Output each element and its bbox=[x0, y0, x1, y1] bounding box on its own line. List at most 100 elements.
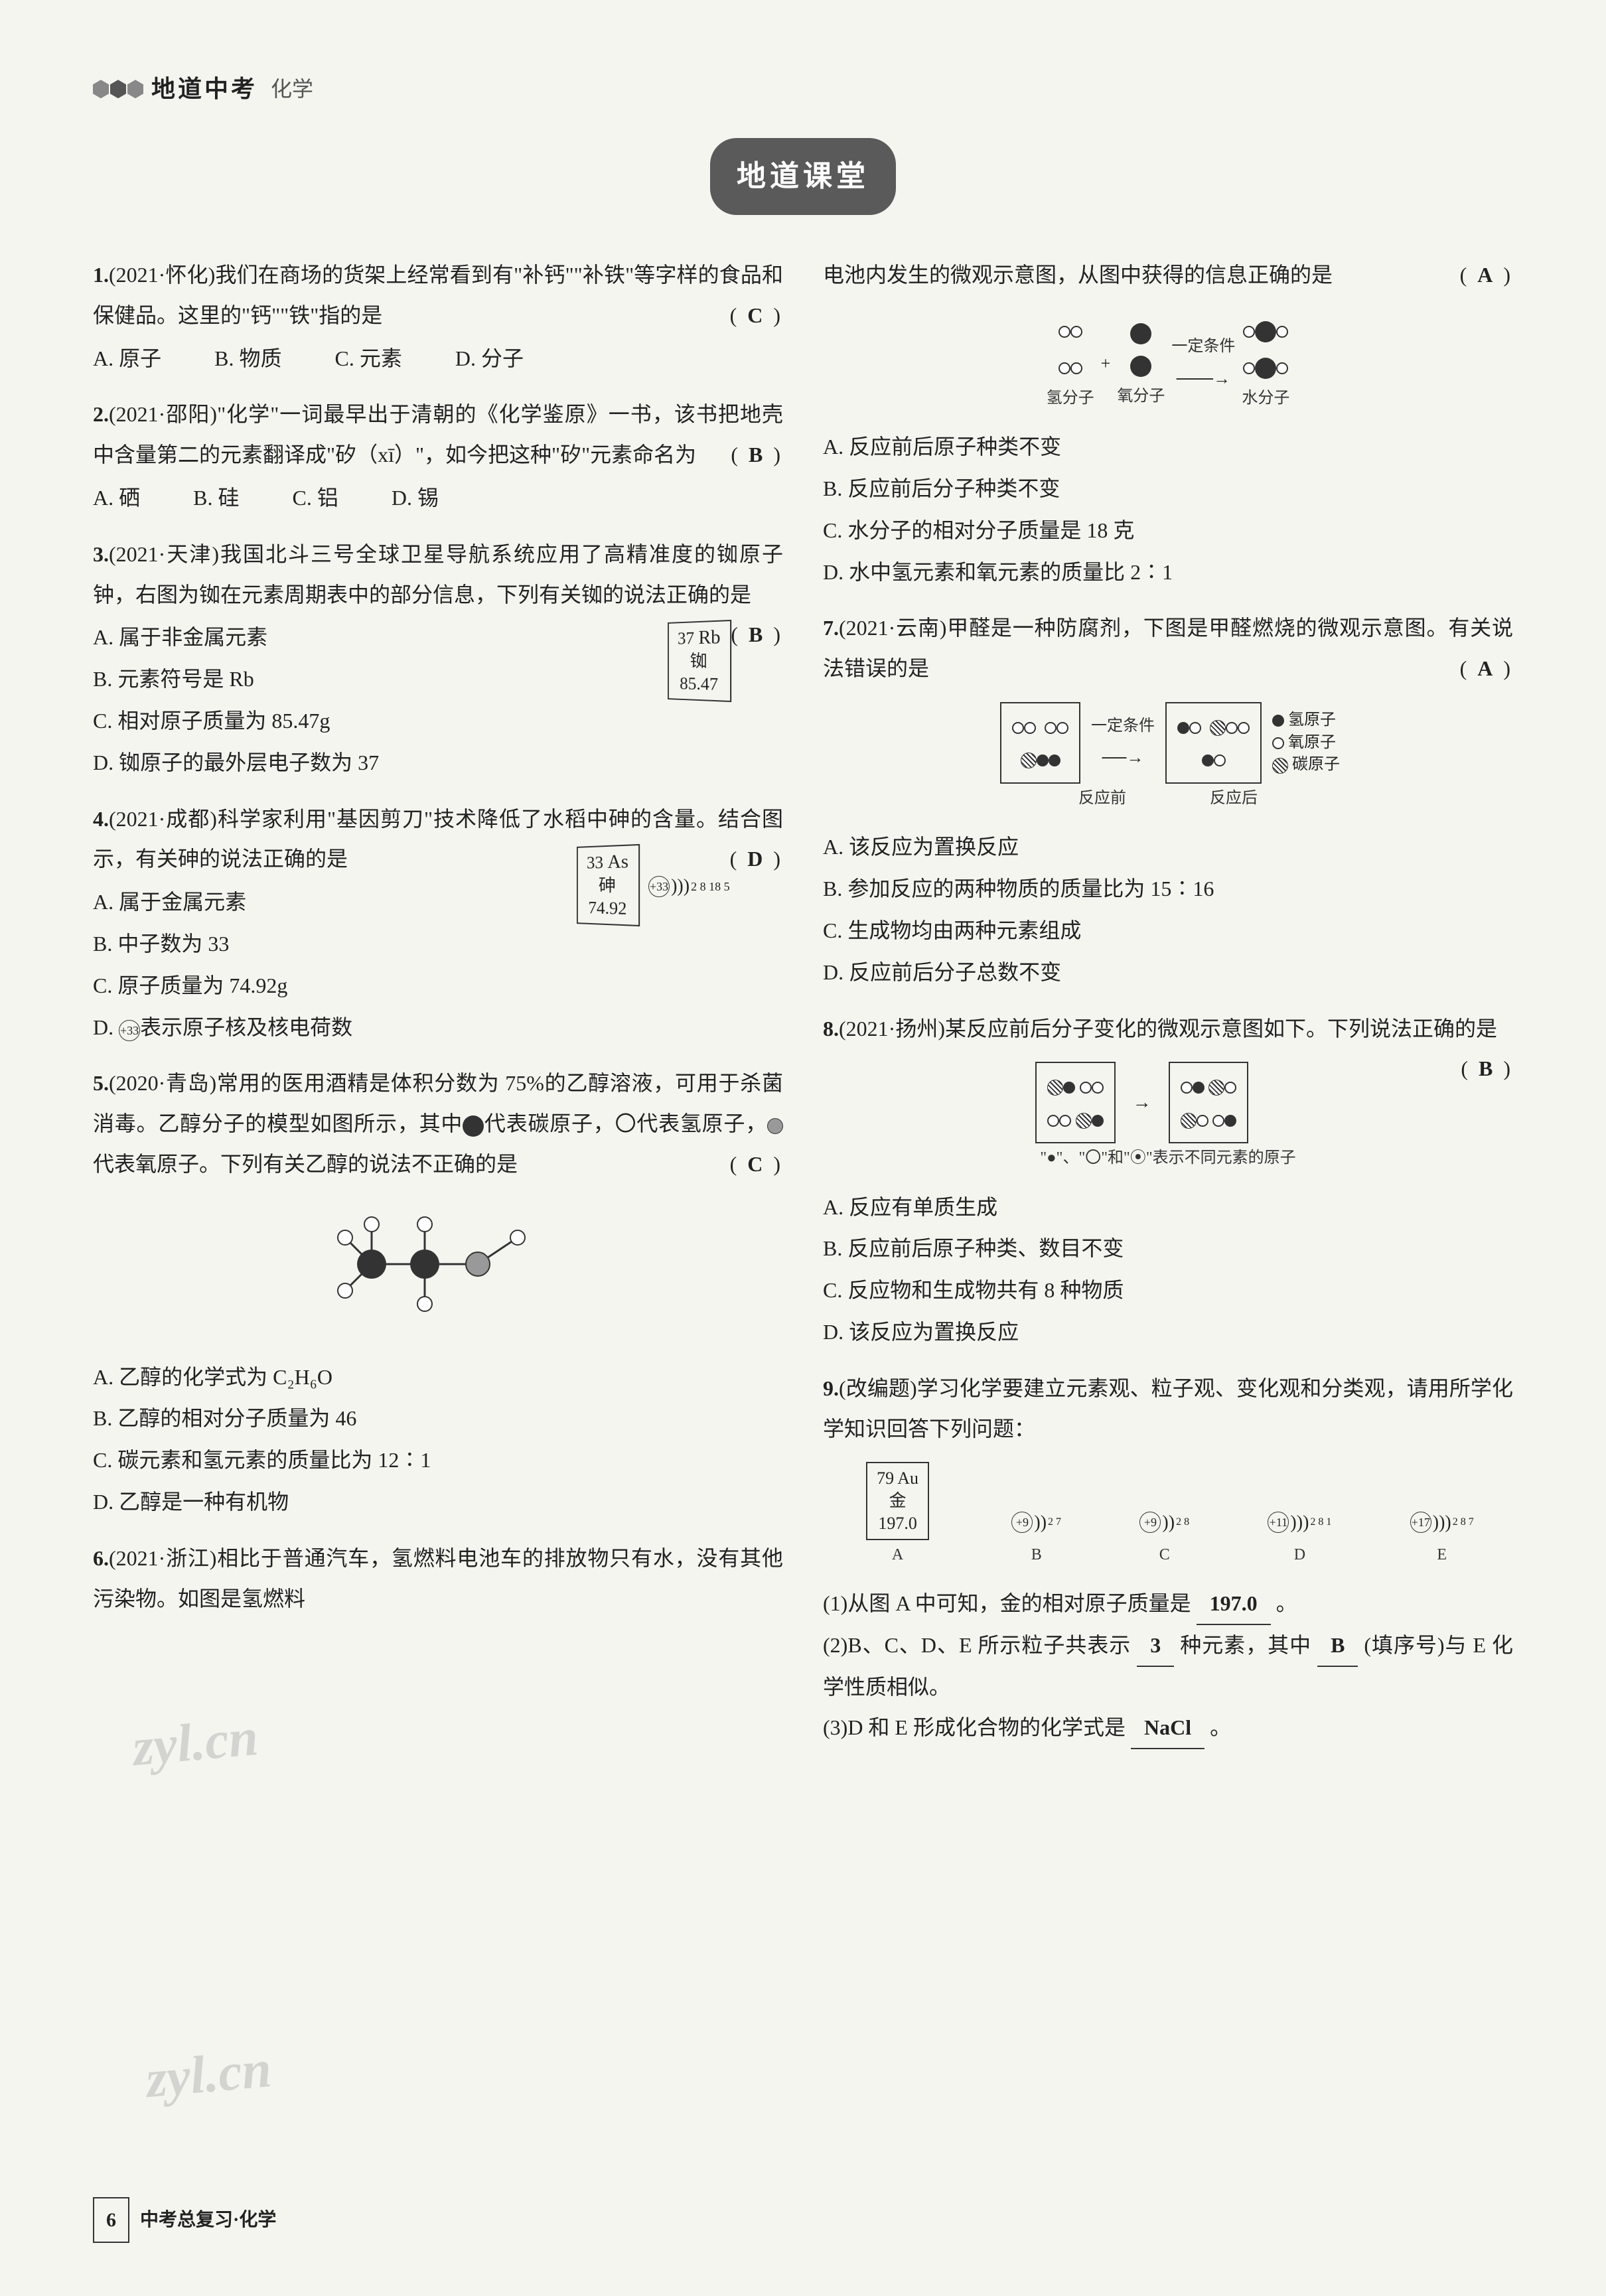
q9-B-core: +9 bbox=[1011, 1512, 1033, 1533]
q1-answer-slot: ( C ) bbox=[730, 295, 783, 336]
header-brand: 地道中考 化学 bbox=[93, 66, 1513, 111]
q8-caption: "●"、"〇"和"⦿"表示不同元素的原子 bbox=[823, 1143, 1513, 1174]
question-6-cont: 电池内发生的微观示意图，从图中获得的信息正确的是 ( A ) 氢分子 + 氧分子 bbox=[823, 255, 1513, 592]
question-8: 8.(2021·扬州)某反应前后分子变化的微观示意图如下。下列说法正确的是 ( … bbox=[823, 1009, 1513, 1352]
q9-label-d: D bbox=[1268, 1540, 1331, 1571]
q2-opt-d: D. 锡 bbox=[392, 478, 439, 518]
q5-opt-c: C. 碳元素和氢元素的质量比为 12∶1 bbox=[93, 1440, 783, 1480]
q9-B-shells: 2 7 bbox=[1048, 1512, 1061, 1532]
q7-after: 反应后 bbox=[1210, 790, 1258, 807]
question-7: 7.(2021·云南)甲醛是一种防腐剂，下图是甲醛燃烧的微观示意图。有关说法错误… bbox=[823, 608, 1513, 992]
q4-opt-c: C. 原子质量为 74.92g bbox=[93, 966, 783, 1006]
q9-E-core: +17 bbox=[1410, 1512, 1431, 1533]
q1-opt-c: C. 元素 bbox=[334, 338, 402, 379]
q7-opt-b: B. 参加反应的两种物质的质量比为 15∶16 bbox=[823, 869, 1513, 909]
watermark-1: zyl.cn bbox=[129, 1687, 262, 1798]
q7-diagram: 一定条件 ──→ 氢原子 氧原子 碳原子 反应前 bbox=[823, 702, 1513, 814]
q4-elem-z: 33 bbox=[587, 853, 603, 873]
section-title: 地道课堂 bbox=[93, 138, 1513, 215]
q5-opt-d: D. 乙醇是一种有机物 bbox=[93, 1482, 783, 1522]
q4-opt-d-core: +33 bbox=[119, 1020, 140, 1041]
q6-opt-d: D. 水中氢元素和氧元素的质量比 2∶1 bbox=[823, 552, 1513, 593]
footer-text: 中考总复习·化学 bbox=[140, 2202, 276, 2238]
q3-num: 3. bbox=[93, 542, 109, 566]
q9-p2-ans2: B bbox=[1317, 1625, 1358, 1667]
q6-diagram: 氢分子 + 氧分子 一定条件 ───→ 水分子 bbox=[823, 309, 1513, 413]
q4-opt-b: B. 中子数为 33 bbox=[93, 924, 783, 964]
q3-elem-name: 铷 bbox=[678, 650, 721, 674]
q7-num: 7. bbox=[823, 616, 839, 640]
q5-molecule-diagram bbox=[93, 1198, 783, 1344]
q3-opt-c: C. 相对原子质量为 85.47g bbox=[93, 701, 783, 741]
hex-icon bbox=[93, 80, 143, 98]
q3-elem-z: 37 bbox=[678, 629, 694, 648]
footer: 6 中考总复习·化学 bbox=[93, 2197, 276, 2243]
q7-opt-a: A. 该反应为置换反应 bbox=[823, 827, 1513, 867]
q9-part1: (1)从图 A 中可知，金的相对原子质量是 197.0 。 bbox=[823, 1583, 1513, 1625]
watermark-2: zyl.cn bbox=[142, 2019, 275, 2130]
q9-elemA-z: 79 bbox=[877, 1469, 894, 1488]
q7-leg-h: 氢原子 bbox=[1288, 711, 1336, 729]
q2-options: A. 硒 B. 硅 C. 铝 D. 锡 bbox=[93, 478, 783, 518]
q9-src: (改编题) bbox=[839, 1376, 917, 1400]
q9-label-c: C bbox=[1139, 1540, 1189, 1571]
q7-options: A. 该反应为置换反应 B. 参加反应的两种物质的质量比为 15∶16 C. 生… bbox=[823, 827, 1513, 992]
page-number: 6 bbox=[93, 2197, 129, 2243]
q1-src: (2021·怀化) bbox=[109, 263, 215, 287]
title-pill: 地道课堂 bbox=[710, 138, 896, 215]
q9-p1-suffix: 。 bbox=[1276, 1591, 1297, 1615]
q8-text: 某反应前后分子变化的微观示意图如下。下列说法正确的是 bbox=[945, 1017, 1497, 1040]
q5-opt-a: A. 乙醇的化学式为 C₂H₆O bbox=[93, 1357, 783, 1398]
q7-answer: A bbox=[1477, 656, 1495, 680]
q6-answer-slot: ( A ) bbox=[1460, 255, 1513, 295]
q9-diagram: 79 Au 金 197.0 A +9))2 7 B +9))2 8 C bbox=[823, 1462, 1513, 1570]
q2-src: (2021·邵阳) bbox=[109, 402, 217, 426]
q5-text2: 代表碳原子，〇代表氢原子， bbox=[484, 1112, 767, 1135]
q8-diagram: → "●"、"〇"和"⦿"表示不同元素的原子 bbox=[823, 1062, 1513, 1173]
q6-h2-label: 氢分子 bbox=[1047, 384, 1094, 414]
q7-answer-slot: ( A ) bbox=[1460, 648, 1513, 689]
q5-answer: C bbox=[747, 1152, 765, 1176]
q9-p3-ans: NaCl bbox=[1131, 1707, 1204, 1749]
q9-p2-text1: (2)B、C、D、E 所示粒子共表示 bbox=[823, 1633, 1131, 1657]
q4-src: (2021·成都) bbox=[109, 807, 217, 831]
q9-p3-suffix: 。 bbox=[1210, 1715, 1231, 1739]
q9-p2-text2: 种元素，其中 bbox=[1180, 1633, 1311, 1657]
q4-answer-slot: ( D ) bbox=[730, 839, 783, 879]
question-3: 3.(2021·天津)我国北斗三号全球卫星导航系统应用了高精准度的铷原子钟，右图… bbox=[93, 534, 783, 783]
q9-part2: (2)B、C、D、E 所示粒子共表示 3 种元素，其中 B (填序号)与 E 化… bbox=[823, 1625, 1513, 1707]
q5-opt-b: B. 乙醇的相对分子质量为 46 bbox=[93, 1398, 783, 1439]
left-column: 1.(2021·怀化)我们在商场的货架上经常看到有"补钙""补铁"等字样的食品和… bbox=[93, 255, 783, 1765]
question-1: 1.(2021·怀化)我们在商场的货架上经常看到有"补钙""补铁"等字样的食品和… bbox=[93, 255, 783, 378]
q2-opt-c: C. 铝 bbox=[292, 478, 338, 518]
q9-D-shells: 2 8 1 bbox=[1310, 1512, 1331, 1532]
q8-answer: B bbox=[1479, 1056, 1495, 1080]
q6-opt-b: B. 反应前后分子种类不变 bbox=[823, 468, 1513, 509]
q8-num: 8. bbox=[823, 1017, 839, 1040]
q4-elem-mass: 74.92 bbox=[587, 897, 628, 920]
q6-answer: A bbox=[1477, 263, 1495, 287]
q7-cond: 一定条件 bbox=[1091, 711, 1155, 742]
carbon-atom-icon bbox=[463, 1115, 484, 1137]
q1-opt-b: B. 物质 bbox=[214, 338, 281, 379]
q9-elemA-name: 金 bbox=[877, 1490, 918, 1512]
q3-opt-d: D. 铷原子的最外层电子数为 37 bbox=[93, 743, 783, 783]
q4-nucleus: +33 bbox=[648, 876, 670, 897]
q3-element-box: 37 Rb 铷 85.47 bbox=[668, 620, 731, 702]
q3-elem-mass: 85.47 bbox=[678, 673, 721, 696]
q9-elemA-mass: 197.0 bbox=[877, 1512, 918, 1535]
q4-diagram: 33 As 砷 74.92 +33 ))) 2 8 18 5 bbox=[571, 845, 729, 925]
q4-atom-struct: +33 ))) 2 8 18 5 bbox=[648, 869, 729, 904]
q7-legend: 氢原子 氧原子 碳原子 bbox=[1272, 709, 1340, 776]
q7-src: (2021·云南) bbox=[839, 616, 946, 640]
q8-opt-c: C. 反应物和生成物共有 8 种物质 bbox=[823, 1270, 1513, 1311]
q1-num: 1. bbox=[93, 263, 109, 287]
question-6-start: 6.(2021·浙江)相比于普通汽车，氢燃料电池车的排放物只有水，没有其他污染物… bbox=[93, 1538, 783, 1619]
question-5: 5.(2020·青岛)常用的医用酒精是体积分数为 75%的乙醇溶液，可用于杀菌消… bbox=[93, 1063, 783, 1522]
q5-options: A. 乙醇的化学式为 C₂H₆O B. 乙醇的相对分子质量为 46 C. 碳元素… bbox=[93, 1357, 783, 1522]
q7-opt-c: C. 生成物均由两种元素组成 bbox=[823, 910, 1513, 951]
q9-label-e: E bbox=[1410, 1540, 1474, 1571]
q6c-text: 电池内发生的微观示意图，从图中获得的信息正确的是 bbox=[823, 263, 1333, 287]
q2-num: 2. bbox=[93, 402, 109, 426]
q5-num: 5. bbox=[93, 1071, 109, 1095]
